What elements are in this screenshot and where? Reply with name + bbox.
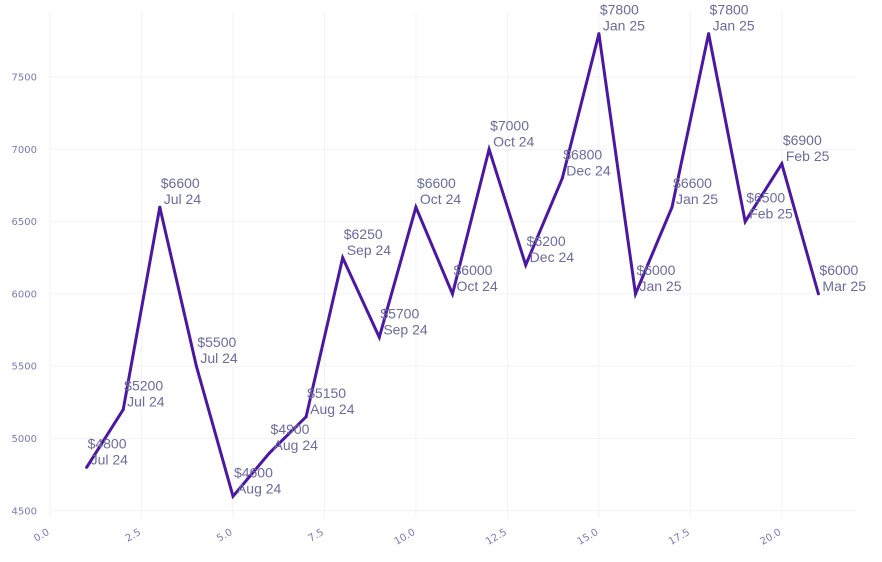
value-label: $4600 <box>234 464 273 480</box>
value-label: $6000 <box>636 262 675 278</box>
value-label: $4900 <box>271 421 310 437</box>
value-label: $6600 <box>161 175 200 191</box>
data-point <box>816 292 820 296</box>
x-axis: 0.0 2.5 5.0 7.5 10.0 12.5 15.0 17.5 20.0 <box>32 527 783 548</box>
value-label: $6600 <box>417 175 456 191</box>
y-tick-label: 7000 <box>12 145 37 156</box>
y-tick-label: 7500 <box>12 73 37 84</box>
data-point <box>780 162 784 166</box>
data-point <box>194 364 198 368</box>
value-label: $5200 <box>124 378 163 394</box>
month-label: Aug 24 <box>310 401 355 417</box>
month-label: Jan 25 <box>713 18 755 34</box>
month-label: Jul 24 <box>91 451 129 467</box>
data-point <box>560 176 564 180</box>
data-point <box>524 263 528 267</box>
x-tick-label: 5.0 <box>215 527 234 544</box>
series-line <box>85 33 820 500</box>
value-label: $5700 <box>380 305 419 321</box>
data-point <box>451 292 454 296</box>
value-label: $7800 <box>600 2 639 18</box>
x-tick-label: 17.5 <box>667 527 692 548</box>
data-point <box>633 292 637 296</box>
data-point <box>707 32 711 36</box>
data-point <box>743 220 747 224</box>
value-label: $4800 <box>88 435 127 451</box>
value-label: $6500 <box>746 190 785 206</box>
data-point <box>121 408 125 412</box>
data-point <box>304 415 308 419</box>
value-label: $5150 <box>307 385 346 401</box>
data-point <box>268 451 272 455</box>
value-label: $6600 <box>673 175 712 191</box>
month-label: Oct 24 <box>457 278 498 294</box>
data-point <box>158 205 162 209</box>
value-label: $6200 <box>527 233 566 249</box>
month-label: Jan 25 <box>603 18 645 34</box>
value-label: $5500 <box>197 334 236 350</box>
value-label: $6000 <box>454 262 493 278</box>
x-tick-label: 0.0 <box>32 527 51 544</box>
x-tick-label: 7.5 <box>307 527 326 544</box>
y-tick-label: 6000 <box>12 289 37 300</box>
month-label: Aug 24 <box>274 437 319 453</box>
month-label: Jul 24 <box>127 394 165 410</box>
y-tick-label: 6500 <box>12 217 37 228</box>
data-point <box>85 465 89 469</box>
month-label: Feb 25 <box>749 206 793 222</box>
month-label: Oct 24 <box>420 191 461 207</box>
month-label: Sep 24 <box>383 321 428 337</box>
month-label: Jul 24 <box>164 191 202 207</box>
value-label: $6900 <box>783 132 822 148</box>
value-label: $6250 <box>344 226 383 242</box>
data-point <box>670 205 674 209</box>
y-tick-label: 5500 <box>12 362 37 373</box>
data-point <box>487 147 491 151</box>
data-point <box>377 335 381 339</box>
month-label: Dec 24 <box>566 162 611 178</box>
y-tick-label: 4500 <box>12 506 37 517</box>
series-layer <box>85 32 820 500</box>
month-label: Jul 24 <box>200 350 238 366</box>
grid <box>49 12 855 518</box>
month-label: Jan 25 <box>639 278 681 294</box>
month-label: Dec 24 <box>530 249 575 265</box>
data-point <box>414 205 418 209</box>
month-label: Feb 25 <box>786 148 830 164</box>
data-point <box>341 256 345 260</box>
y-axis: 4500 5000 5500 6000 6500 7000 7500 <box>12 73 37 518</box>
data-point <box>231 494 235 498</box>
value-label: $6800 <box>563 146 602 162</box>
month-label: Sep 24 <box>347 242 392 258</box>
x-tick-label: 12.5 <box>484 527 509 548</box>
month-label: Oct 24 <box>493 133 534 149</box>
month-label: Aug 24 <box>237 480 282 496</box>
value-label: $7800 <box>710 2 749 18</box>
month-label: Jan 25 <box>676 191 718 207</box>
x-tick-label: 20.0 <box>759 527 784 548</box>
x-tick-label: 15.0 <box>576 527 601 548</box>
value-label: $6000 <box>819 262 858 278</box>
x-tick-label: 2.5 <box>124 527 143 544</box>
month-label: Mar 25 <box>822 278 866 294</box>
value-label: $7000 <box>490 117 529 133</box>
data-point <box>597 32 601 36</box>
y-tick-label: 5000 <box>12 434 37 445</box>
x-tick-label: 10.0 <box>393 527 418 548</box>
